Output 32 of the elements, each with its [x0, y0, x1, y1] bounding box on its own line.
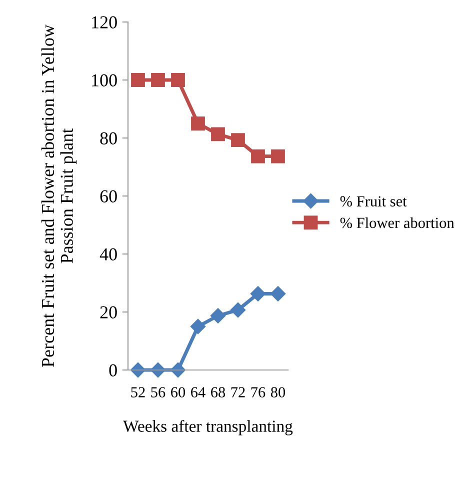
- point: [250, 286, 266, 302]
- point: [231, 133, 245, 147]
- y-tick-label: 0: [109, 364, 117, 376]
- point: [171, 73, 185, 87]
- x-tick-label: 60: [171, 387, 186, 398]
- y-tick-label: 80: [100, 132, 117, 144]
- y-tick-label: 120: [92, 16, 117, 28]
- point: [210, 308, 226, 324]
- x-tick-label: 52: [131, 387, 145, 398]
- x-tick-label: 56: [151, 387, 166, 398]
- point: [251, 149, 265, 164]
- point: [191, 116, 205, 130]
- y-tick-label: 40: [100, 248, 117, 260]
- point: [271, 149, 285, 164]
- x-axis-title: Weeks after transplanting: [123, 420, 293, 436]
- point: [190, 318, 206, 334]
- y-axis-title: Percent Fruit set and Flower abortion in Yellow Passion Fruit plant: [41, 24, 77, 367]
- point: [270, 286, 286, 302]
- y-tick-label: 60: [100, 190, 117, 202]
- point: [151, 73, 165, 87]
- point: [230, 302, 246, 318]
- y-tick-label: 100: [92, 74, 117, 86]
- x-tick-label: 64: [191, 387, 206, 398]
- point: [131, 73, 145, 87]
- legend-label: % Fruit set: [340, 196, 407, 207]
- legend-label: % Flower abortion: [340, 217, 454, 228]
- x-tick-label: 80: [270, 387, 286, 398]
- x-tick-label: 68: [211, 387, 226, 398]
- x-tick-label: 72: [231, 387, 245, 398]
- y-tick-label: 20: [100, 306, 117, 318]
- point: [211, 127, 225, 142]
- x-tick-label: 76: [251, 387, 266, 398]
